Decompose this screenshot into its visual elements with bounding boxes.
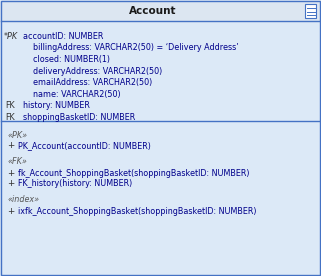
Text: deliveryAddress: VARCHAR2(50): deliveryAddress: VARCHAR2(50): [23, 67, 162, 76]
Text: +: +: [7, 179, 14, 189]
Text: accountID: NUMBER: accountID: NUMBER: [23, 32, 103, 41]
Text: +: +: [7, 142, 14, 150]
Text: FK_history(history: NUMBER): FK_history(history: NUMBER): [18, 179, 132, 189]
Text: emailAddress: VARCHAR2(50): emailAddress: VARCHAR2(50): [23, 78, 152, 87]
Text: «index»: «index»: [7, 195, 39, 205]
Text: FK: FK: [5, 113, 15, 121]
Text: *PK: *PK: [4, 32, 18, 41]
Text: closed: NUMBER(1): closed: NUMBER(1): [23, 55, 110, 64]
Text: «FK»: «FK»: [7, 158, 27, 166]
Text: name: VARCHAR2(50): name: VARCHAR2(50): [23, 89, 121, 99]
Text: FK: FK: [5, 101, 15, 110]
Text: history: NUMBER: history: NUMBER: [23, 101, 90, 110]
Bar: [305, 4, 316, 18]
Text: billingAddress: VARCHAR2(50) = ‘Delivery Address’: billingAddress: VARCHAR2(50) = ‘Delivery…: [23, 44, 239, 52]
Text: +: +: [7, 206, 14, 216]
Text: «PK»: «PK»: [7, 131, 27, 139]
Bar: [1, 1, 320, 21]
Text: Account: Account: [129, 6, 176, 16]
Text: +: +: [7, 169, 14, 177]
Text: fk_Account_ShoppingBasket(shoppingBasketID: NUMBER): fk_Account_ShoppingBasket(shoppingBasket…: [18, 169, 249, 177]
Text: PK_Account(accountID: NUMBER): PK_Account(accountID: NUMBER): [18, 142, 151, 150]
Text: shoppingBasketID: NUMBER: shoppingBasketID: NUMBER: [23, 113, 135, 121]
Text: ixfk_Account_ShoppingBasket(shoppingBasketID: NUMBER): ixfk_Account_ShoppingBasket(shoppingBask…: [18, 206, 256, 216]
